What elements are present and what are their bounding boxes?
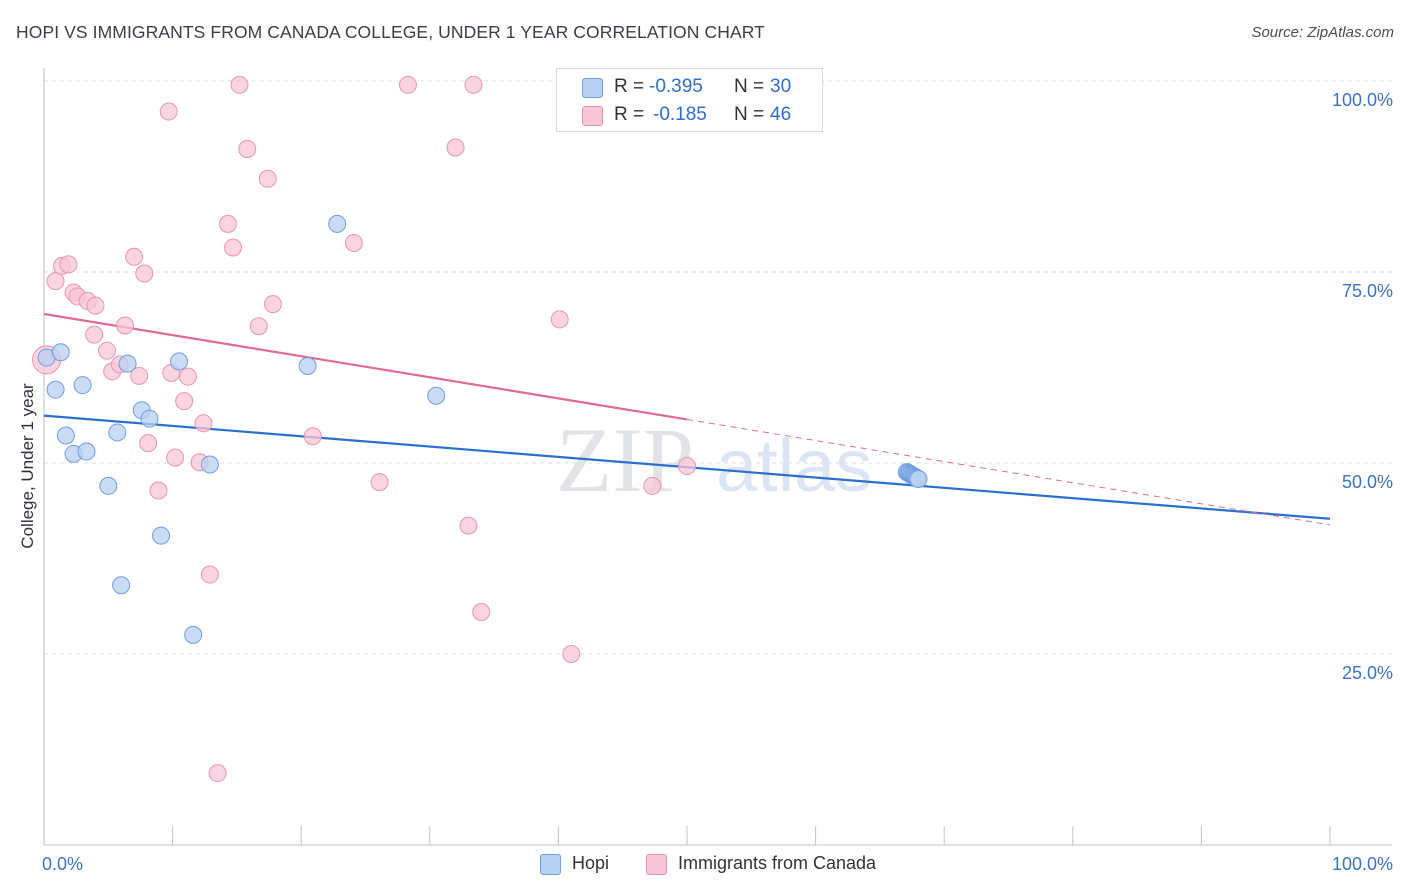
canada-point	[85, 325, 104, 344]
canada-point	[258, 169, 277, 188]
tick-labels: 25.0% 50.0% 75.0% 100.0% 0.0% 100.0%	[42, 90, 1393, 874]
canada-point	[130, 366, 149, 385]
hopi-point	[170, 352, 189, 371]
hopi-point	[51, 343, 70, 362]
chart-title: HOPI VS IMMIGRANTS FROM CANADA COLLEGE, …	[16, 22, 765, 42]
legend-r-value: -0.395	[649, 76, 703, 97]
canada-point	[149, 481, 168, 500]
hopi-point	[184, 625, 203, 644]
stats-legend: R = -0.395 N = 30 R = -0.185 N = 46	[556, 68, 823, 132]
canada-point	[139, 434, 158, 453]
legend-n-label: N =	[734, 104, 765, 125]
canada-trendline	[43, 312, 688, 421]
hopi-point	[77, 442, 96, 461]
canada-point	[218, 214, 237, 233]
canada-point	[446, 138, 465, 157]
legend-swatch-hopi	[582, 78, 603, 98]
canada-trendline	[686, 418, 1331, 526]
canada-point	[159, 102, 178, 121]
legend-n-value: 30	[770, 76, 792, 97]
legend-n-value: 46	[770, 104, 792, 125]
canada-point	[194, 414, 213, 433]
hopi-point	[909, 470, 928, 489]
canada-point	[125, 247, 144, 266]
watermark-zip: ZIP	[556, 409, 694, 511]
bottom-legend-label-canada: Immigrants from Canada	[678, 853, 877, 873]
hopi-point	[328, 214, 347, 233]
bottom-legend-swatch-canada	[646, 854, 667, 875]
hopi-point	[298, 356, 317, 375]
canada-point	[472, 602, 491, 621]
canada-point	[398, 75, 417, 94]
hopi-point	[152, 526, 171, 545]
axes	[43, 68, 1392, 846]
hopi-point	[56, 426, 75, 445]
source-credit: Source: ZipAtlas.com	[1251, 24, 1394, 41]
legend-n-label: N =	[734, 76, 765, 97]
hopi-point	[140, 409, 159, 428]
bottom-legend-swatch-hopi	[540, 854, 561, 875]
canada-point	[208, 764, 227, 783]
canada-point	[224, 238, 243, 257]
canada-point	[643, 476, 662, 495]
hopi-point	[108, 423, 127, 442]
bottom-legend-label-hopi: Hopi	[572, 853, 610, 873]
canada-point	[303, 427, 322, 446]
legend-r-label: R =	[614, 76, 645, 97]
legend-r-label: R =	[614, 104, 645, 125]
canada-point	[200, 565, 219, 584]
hopi-point	[427, 386, 446, 405]
x-tick-label: 100.0%	[1332, 854, 1393, 874]
y-tick-label: 25.0%	[1342, 663, 1393, 683]
canada-point	[135, 264, 154, 283]
canada-point	[230, 75, 249, 94]
series-canada-points	[32, 75, 696, 783]
canada-point	[344, 233, 363, 252]
canada-point	[116, 316, 135, 335]
hopi-point	[200, 455, 219, 474]
legend-row-hopi: R = -0.395 N = 30	[557, 73, 822, 101]
legend-row-canada: R = -0.185 N = 46	[557, 101, 822, 129]
x-tick-label: 0.0%	[42, 854, 83, 874]
canada-point	[370, 473, 389, 492]
canada-point	[249, 317, 268, 336]
y-tick-label: 100.0%	[1332, 90, 1393, 110]
canada-point	[175, 392, 194, 411]
canada-point	[166, 448, 185, 467]
canada-point	[238, 139, 257, 158]
series-hopi-points	[37, 214, 928, 644]
watermark-atlas: atlas	[716, 424, 872, 507]
hopi-point	[73, 376, 92, 395]
canada-point	[46, 272, 65, 291]
watermark: ZIP atlas	[556, 409, 872, 511]
y-tick-label: 50.0%	[1342, 472, 1393, 492]
canada-point	[59, 255, 78, 274]
canada-point	[263, 295, 282, 314]
canada-point	[678, 457, 696, 476]
canada-point	[464, 75, 483, 94]
canada-point	[459, 516, 478, 535]
hopi-point	[112, 576, 131, 595]
canada-point	[179, 367, 198, 386]
canada-point	[550, 310, 569, 329]
canada-point	[562, 645, 581, 663]
legend-swatch-canada	[582, 106, 603, 126]
legend-r-value: -0.185	[653, 104, 707, 125]
hopi-point	[118, 354, 137, 373]
hopi-point	[99, 476, 118, 495]
y-tick-label: 75.0%	[1342, 281, 1393, 301]
hopi-point	[46, 380, 65, 399]
gridlines	[44, 80, 1392, 655]
canada-point	[98, 341, 117, 360]
canada-point	[86, 296, 105, 315]
